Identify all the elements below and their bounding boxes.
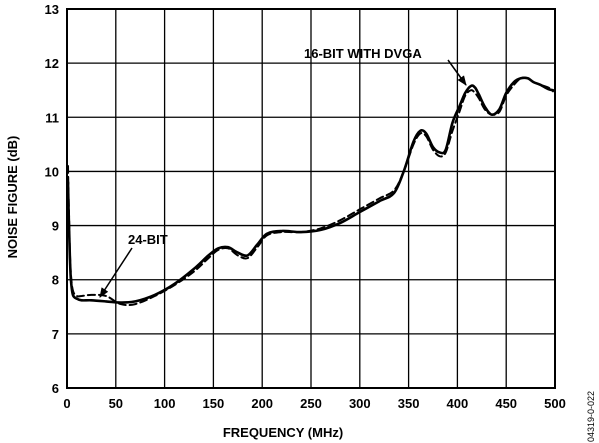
y-tick-label-10: 10 bbox=[45, 164, 59, 179]
annotations: 24-BIT 16-BIT WITH DVGA bbox=[99, 46, 467, 298]
x-tick-labels: 0 50 100 150 200 250 300 350 400 450 500 bbox=[63, 396, 565, 411]
annotation-16-bit-dvga-arrow bbox=[447, 59, 467, 86]
x-tick-label-200: 200 bbox=[251, 396, 273, 411]
y-tick-label-13: 13 bbox=[45, 2, 59, 17]
series-layer bbox=[66, 76, 555, 307]
x-tick-label-250: 250 bbox=[300, 396, 322, 411]
annotation-16-bit-dvga: 16-BIT WITH DVGA bbox=[304, 46, 422, 61]
y-tick-labels: 6 7 8 9 10 11 12 13 bbox=[45, 2, 59, 396]
x-tick-label-350: 350 bbox=[398, 396, 420, 411]
y-tick-label-9: 9 bbox=[52, 219, 59, 234]
series-line-24-bit bbox=[66, 76, 555, 304]
x-tick-label-500: 500 bbox=[544, 396, 566, 411]
y-tick-label-7: 7 bbox=[52, 327, 59, 342]
x-tick-label-450: 450 bbox=[495, 396, 517, 411]
plot-area-frame bbox=[66, 8, 556, 389]
annotation-24-bit-arrow bbox=[99, 247, 133, 298]
annotation-24-bit: 24-BIT bbox=[128, 232, 168, 247]
y-tick-label-8: 8 bbox=[52, 273, 59, 288]
series-line-16-bit-with-dvga bbox=[67, 76, 554, 307]
y-axis-label: NOISE FIGURE (dB) bbox=[5, 136, 20, 259]
x-tick-label-50: 50 bbox=[109, 396, 123, 411]
figure-code: 04319-0-022 bbox=[586, 391, 596, 442]
x-tick-label-150: 150 bbox=[203, 396, 225, 411]
x-tick-label-100: 100 bbox=[154, 396, 176, 411]
x-axis-label: FREQUENCY (MHz) bbox=[223, 425, 343, 440]
grid bbox=[66, 8, 556, 389]
y-tick-label-11: 11 bbox=[45, 110, 59, 125]
x-tick-label-300: 300 bbox=[349, 396, 371, 411]
x-tick-label-400: 400 bbox=[447, 396, 469, 411]
y-tick-label-6: 6 bbox=[52, 381, 59, 396]
x-tick-label-0: 0 bbox=[63, 396, 70, 411]
y-tick-label-12: 12 bbox=[45, 56, 59, 71]
